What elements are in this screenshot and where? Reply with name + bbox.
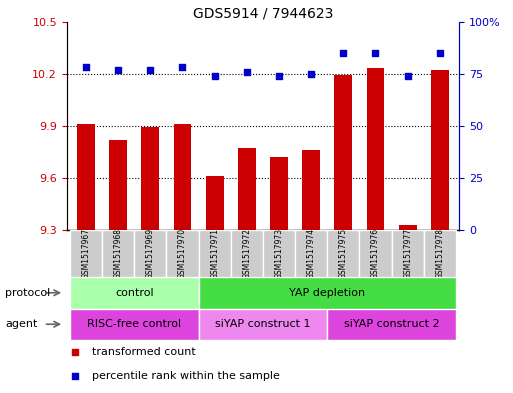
Text: GSM1517969: GSM1517969 bbox=[146, 228, 155, 279]
Bar bbox=[399, 225, 417, 230]
Text: GSM1517967: GSM1517967 bbox=[82, 228, 90, 279]
Text: transformed count: transformed count bbox=[92, 347, 196, 357]
Bar bbox=[77, 124, 95, 230]
Text: RISC-free control: RISC-free control bbox=[87, 319, 181, 329]
Text: GSM1517971: GSM1517971 bbox=[210, 228, 219, 279]
Text: YAP depletion: YAP depletion bbox=[289, 288, 365, 298]
Text: percentile rank within the sample: percentile rank within the sample bbox=[92, 371, 280, 381]
Point bbox=[275, 73, 283, 79]
Bar bbox=[206, 176, 224, 230]
Bar bbox=[70, 230, 102, 277]
Text: GSM1517977: GSM1517977 bbox=[403, 228, 412, 279]
Text: siYAP construct 1: siYAP construct 1 bbox=[215, 319, 311, 329]
Text: protocol: protocol bbox=[5, 288, 50, 298]
Bar bbox=[109, 140, 127, 230]
Point bbox=[210, 73, 219, 79]
Bar bbox=[142, 127, 159, 230]
Bar bbox=[173, 124, 191, 230]
Bar bbox=[102, 230, 134, 277]
Bar bbox=[295, 230, 327, 277]
Title: GDS5914 / 7944623: GDS5914 / 7944623 bbox=[193, 6, 333, 20]
Bar bbox=[424, 230, 456, 277]
Text: GSM1517968: GSM1517968 bbox=[114, 228, 123, 279]
Text: GSM1517976: GSM1517976 bbox=[371, 228, 380, 279]
Bar bbox=[391, 230, 424, 277]
Point bbox=[146, 66, 154, 73]
Point bbox=[243, 68, 251, 75]
Point bbox=[179, 64, 187, 71]
Bar bbox=[327, 309, 456, 340]
Point bbox=[82, 64, 90, 71]
Point bbox=[70, 349, 78, 355]
Point bbox=[436, 50, 444, 56]
Text: GSM1517974: GSM1517974 bbox=[307, 228, 315, 279]
Text: GSM1517975: GSM1517975 bbox=[339, 228, 348, 279]
Bar bbox=[360, 230, 391, 277]
Point bbox=[70, 373, 78, 379]
Point bbox=[114, 66, 122, 73]
Text: GSM1517978: GSM1517978 bbox=[436, 228, 444, 279]
Bar bbox=[166, 230, 199, 277]
Bar bbox=[70, 277, 199, 309]
Bar bbox=[70, 309, 199, 340]
Bar bbox=[263, 230, 295, 277]
Text: control: control bbox=[115, 288, 153, 298]
Point bbox=[307, 70, 315, 77]
Point bbox=[339, 50, 347, 56]
Text: GSM1517973: GSM1517973 bbox=[274, 228, 284, 279]
Text: agent: agent bbox=[5, 319, 37, 329]
Bar bbox=[134, 230, 166, 277]
Bar bbox=[431, 70, 449, 230]
Point bbox=[371, 50, 380, 56]
Text: GSM1517970: GSM1517970 bbox=[178, 228, 187, 279]
Bar bbox=[270, 157, 288, 230]
Bar bbox=[199, 230, 231, 277]
Bar bbox=[302, 150, 320, 230]
Bar bbox=[367, 68, 384, 230]
Bar bbox=[327, 230, 360, 277]
Text: GSM1517972: GSM1517972 bbox=[242, 228, 251, 279]
Bar bbox=[238, 148, 255, 230]
Bar bbox=[199, 277, 456, 309]
Bar bbox=[231, 230, 263, 277]
Text: siYAP construct 2: siYAP construct 2 bbox=[344, 319, 440, 329]
Bar bbox=[334, 75, 352, 230]
Bar bbox=[199, 309, 327, 340]
Point bbox=[404, 73, 412, 79]
